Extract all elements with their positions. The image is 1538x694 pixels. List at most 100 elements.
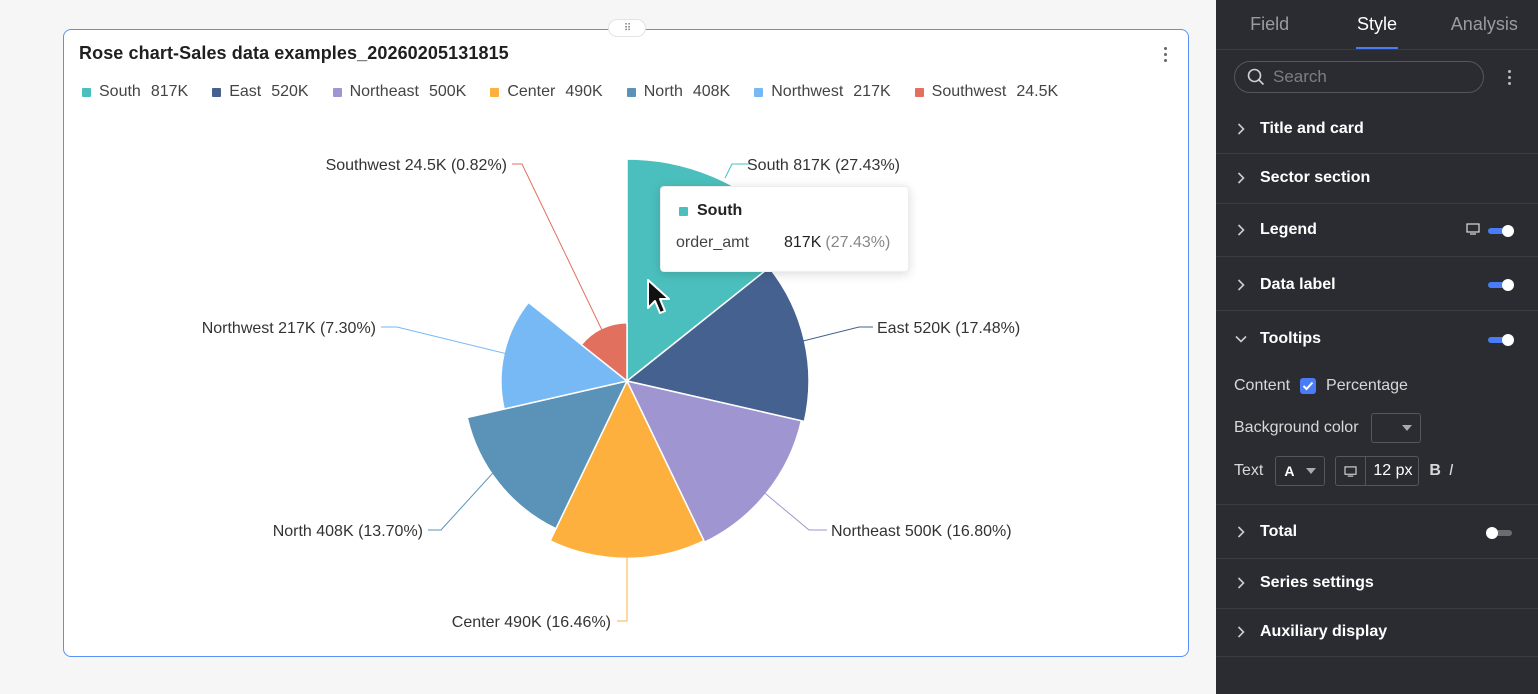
legend-value: 490K bbox=[565, 83, 603, 100]
tab-field[interactable]: Field bbox=[1250, 14, 1290, 34]
text-label: Text bbox=[1234, 462, 1264, 479]
legend-toggle[interactable] bbox=[1488, 225, 1514, 237]
font-color-select[interactable]: A bbox=[1275, 456, 1326, 486]
legend-label: Northwest bbox=[771, 83, 844, 100]
chevron-right-icon bbox=[1234, 625, 1248, 639]
legend-value: 817K bbox=[150, 83, 189, 100]
section-tooltips-head[interactable]: Tooltips bbox=[1234, 330, 1321, 348]
search-input[interactable] bbox=[1273, 67, 1463, 87]
legend-value: 500K bbox=[428, 83, 467, 100]
label-leader-line bbox=[735, 468, 827, 531]
section-series[interactable]: Series settings bbox=[1216, 559, 1538, 609]
background-color-picker[interactable] bbox=[1370, 413, 1421, 443]
mouse-pointer-icon bbox=[647, 279, 670, 314]
data-label-toggle[interactable] bbox=[1488, 279, 1514, 291]
legend-value: 520K bbox=[271, 83, 309, 100]
legend-value: 24.5K bbox=[1016, 83, 1059, 100]
section-label: Legend bbox=[1260, 221, 1317, 238]
section-data-label[interactable]: Data label bbox=[1216, 257, 1538, 311]
chart-card[interactable]: South 817K (27.43%) East 520K (17.48%) Nor… bbox=[63, 29, 1189, 657]
label-leader-line bbox=[381, 326, 570, 370]
caret-down-icon bbox=[1401, 425, 1412, 431]
background-color-row: Background color bbox=[1234, 413, 1421, 443]
data-label: North 408K (13.70%) bbox=[273, 523, 423, 540]
percentage-label[interactable]: Percentage bbox=[1326, 377, 1408, 394]
legend-item[interactable]: Center 490K bbox=[490, 83, 603, 101]
monitor-icon[interactable] bbox=[1336, 457, 1367, 485]
caret-down-icon bbox=[1306, 468, 1317, 474]
search-more-icon[interactable] bbox=[1504, 69, 1514, 85]
chevron-right-icon bbox=[1234, 576, 1248, 590]
text-style-row: Text A 12 px B I bbox=[1234, 456, 1453, 486]
legend-label: Southwest bbox=[931, 83, 1007, 100]
legend-item[interactable]: North 408K bbox=[626, 83, 731, 101]
legend-label: East bbox=[229, 83, 262, 100]
drag-handle-icon[interactable]: ⠿ bbox=[608, 19, 646, 37]
section-auxiliary-head[interactable]: Auxiliary display bbox=[1234, 623, 1387, 641]
font-size-value[interactable]: 12 px bbox=[1373, 462, 1413, 479]
chevron-right-icon bbox=[1234, 525, 1248, 539]
tooltip-header: South bbox=[679, 202, 742, 220]
card-more-icon[interactable] bbox=[1156, 44, 1174, 64]
rose-sector-north[interactable] bbox=[466, 379, 629, 530]
legend-swatch bbox=[914, 87, 924, 97]
section-data-label-head[interactable]: Data label bbox=[1234, 276, 1336, 294]
rose-sector-northeast[interactable] bbox=[625, 379, 803, 544]
section-total[interactable]: Total bbox=[1216, 505, 1538, 559]
label-leader-line bbox=[428, 452, 512, 531]
label-leader-line bbox=[512, 163, 626, 379]
legend-swatch bbox=[490, 87, 500, 97]
chart-legend: South 817K East 520K Northeast 500K Center 490K… bbox=[82, 83, 1058, 101]
config-panel: Field Style Analysis Title and card Sect… bbox=[1216, 0, 1538, 694]
section-sector-head[interactable]: Sector section bbox=[1234, 169, 1370, 187]
tooltip-swatch bbox=[679, 206, 688, 216]
legend-item[interactable]: South 817K bbox=[82, 83, 188, 101]
legend-swatch bbox=[82, 87, 91, 97]
section-total-head[interactable]: Total bbox=[1234, 523, 1297, 541]
background-color-label: Background color bbox=[1234, 419, 1359, 436]
section-label: Sector section bbox=[1260, 169, 1371, 186]
legend-value: 217K bbox=[853, 83, 891, 100]
tooltips-toggle[interactable] bbox=[1488, 334, 1514, 346]
section-legend[interactable]: Legend bbox=[1216, 204, 1538, 257]
tooltip-field: order_amt bbox=[676, 234, 749, 251]
legend-item[interactable]: East 520K bbox=[212, 83, 309, 101]
monitor-icon[interactable] bbox=[1466, 223, 1480, 235]
section-title-card-head[interactable]: Title and card bbox=[1234, 120, 1364, 138]
chart-title: Rose chart-Sales data examples_202602051… bbox=[79, 43, 509, 63]
data-label: South 817K (27.43%) bbox=[747, 157, 900, 174]
legend-value: 408K bbox=[692, 83, 731, 100]
tab-style[interactable]: Style bbox=[1323, 0, 1430, 49]
search-box[interactable] bbox=[1234, 61, 1484, 93]
tooltip-value: 817K bbox=[784, 234, 822, 251]
total-toggle[interactable] bbox=[1486, 527, 1512, 539]
legend-item[interactable]: Southwest 24.5K bbox=[914, 83, 1059, 101]
legend-label: North bbox=[643, 83, 683, 100]
label-leader-line bbox=[724, 163, 750, 179]
section-title-card[interactable]: Title and card bbox=[1216, 104, 1538, 154]
italic-button[interactable]: I bbox=[1448, 462, 1454, 479]
report-canvas: South 817K (27.43%) East 520K (17.48%) Nor… bbox=[63, 19, 1189, 657]
search-icon bbox=[1247, 68, 1265, 86]
rose-chart[interactable]: South 817K (27.43%) East 520K (17.48%) Nor… bbox=[64, 30, 1190, 658]
percentage-checkbox[interactable] bbox=[1300, 378, 1317, 394]
legend-item[interactable]: Northeast 500K bbox=[332, 83, 467, 101]
section-label: Total bbox=[1260, 523, 1298, 540]
bold-button[interactable]: B bbox=[1429, 462, 1441, 479]
section-sector[interactable]: Sector section bbox=[1216, 154, 1538, 204]
search-row bbox=[1234, 61, 1534, 93]
font-letter: A bbox=[1284, 463, 1295, 479]
section-legend-head[interactable]: Legend bbox=[1234, 221, 1317, 239]
tab-analysis[interactable]: Analysis bbox=[1450, 14, 1518, 34]
chevron-down-icon bbox=[1234, 332, 1248, 346]
tooltip-percent: (27.43%) bbox=[825, 234, 891, 251]
font-size-input[interactable]: 12 px bbox=[1335, 456, 1420, 486]
section-series-head[interactable]: Series settings bbox=[1234, 574, 1374, 592]
section-auxiliary[interactable]: Auxiliary display bbox=[1216, 609, 1538, 657]
chevron-right-icon bbox=[1234, 122, 1248, 136]
panel-tabs: Field Style Analysis bbox=[1216, 0, 1538, 50]
legend-item[interactable]: Northwest 217K bbox=[754, 83, 891, 101]
legend-swatch bbox=[626, 87, 636, 97]
content-label: Content bbox=[1234, 377, 1291, 394]
tooltip-series: South bbox=[697, 202, 743, 219]
